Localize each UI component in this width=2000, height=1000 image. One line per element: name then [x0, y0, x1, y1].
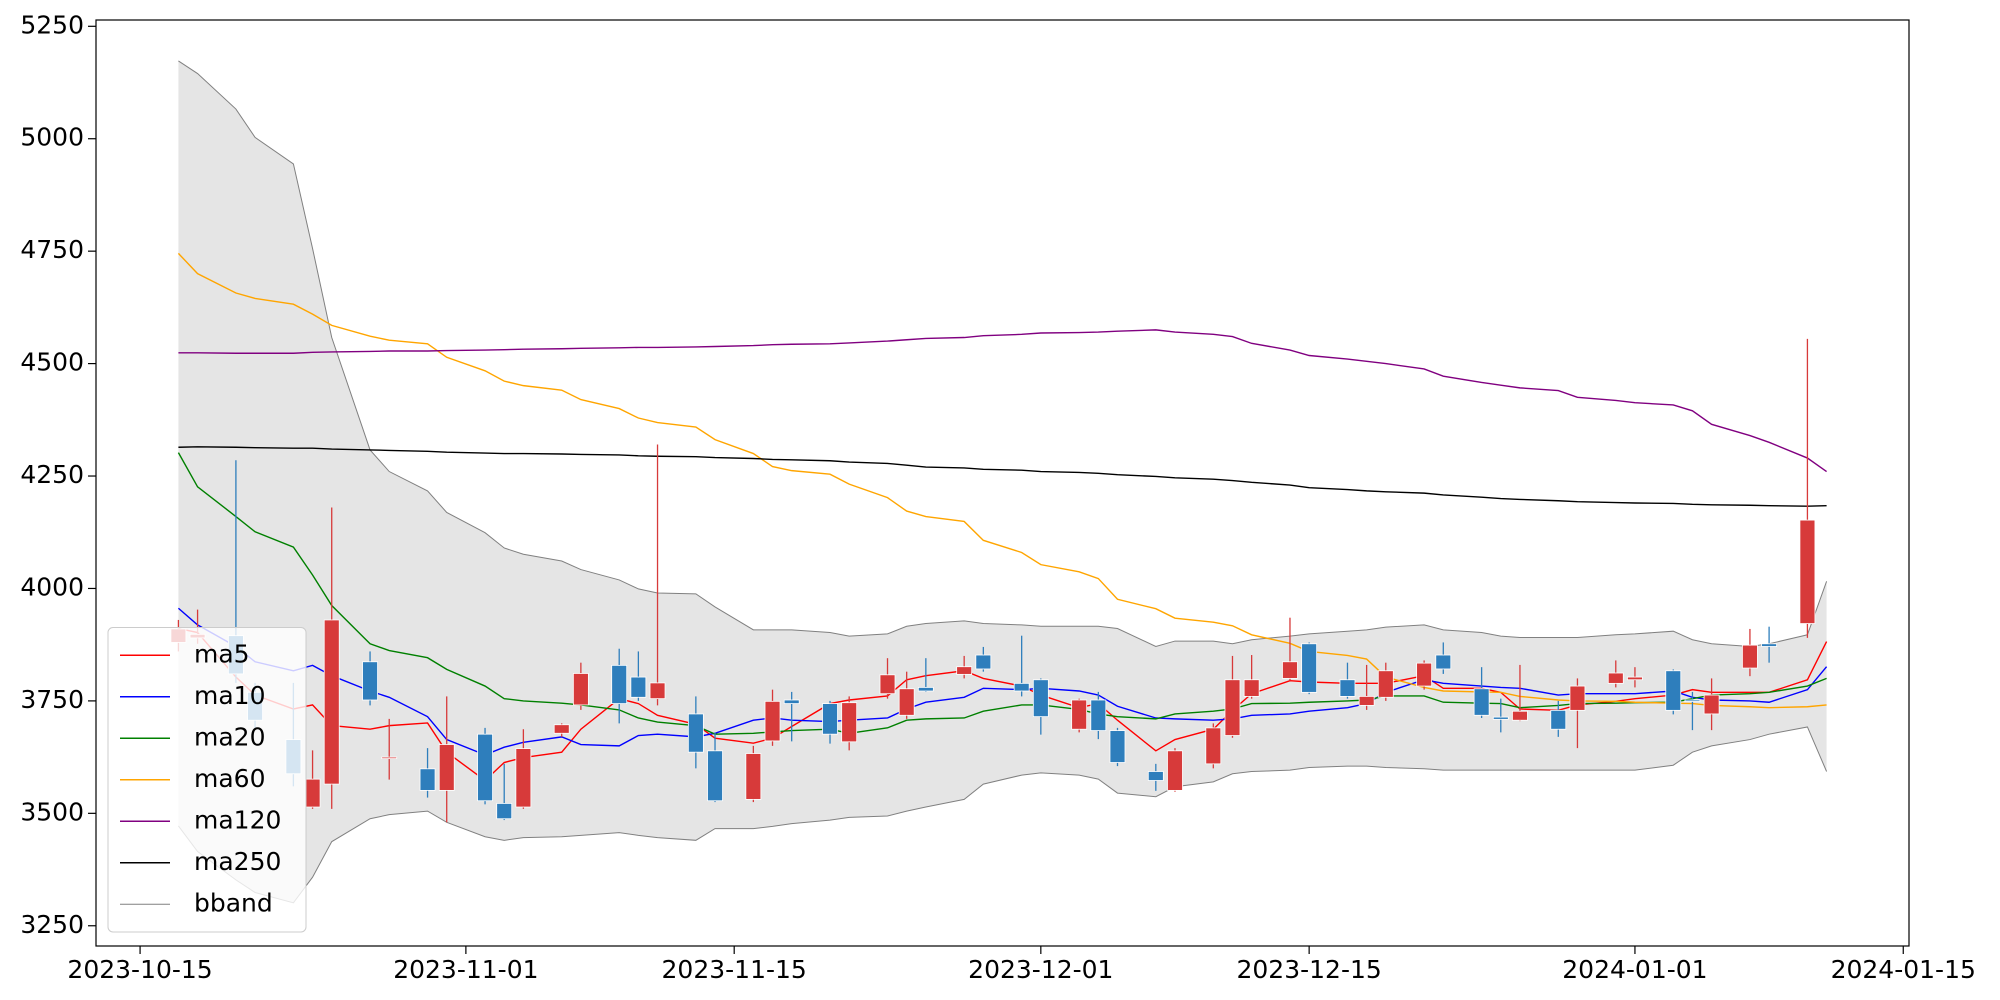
candle-body: [649, 682, 666, 700]
candle-body: [304, 778, 321, 808]
candle-body: [1684, 699, 1701, 702]
candle-body: [1492, 716, 1509, 720]
candle-body: [419, 768, 436, 791]
legend-label: bband: [194, 888, 273, 917]
candle-body: [1473, 688, 1490, 716]
candle-body: [362, 661, 378, 701]
legend-label: ma120: [194, 805, 281, 834]
candle-body: [956, 666, 973, 675]
candle-body: [572, 673, 589, 706]
candle-body: [745, 753, 762, 800]
y-tick-label: 4250: [20, 460, 84, 489]
candle-body: [1090, 699, 1107, 731]
candle-body: [1627, 676, 1643, 681]
candle-body: [1665, 670, 1682, 711]
candle-body: [515, 748, 532, 808]
candle-body: [496, 803, 513, 820]
candle-body: [1550, 709, 1567, 730]
candle-body: [1167, 750, 1183, 791]
legend-frame: [107, 627, 307, 933]
legend: ma5 ma10 ma20 ma60 ma120 ma250 bband: [107, 627, 307, 933]
bollinger-band: [178, 60, 1827, 903]
x-tick-label: 2023-12-15: [1236, 955, 1381, 984]
candle-body: [1416, 662, 1433, 687]
candle-body: [1761, 643, 1777, 647]
ma-line: [178, 329, 1827, 473]
x-tick-label: 2024-01-15: [1831, 955, 1976, 984]
legend-label: ma60: [194, 764, 265, 793]
candle-body: [1109, 730, 1126, 763]
x-tick-label: 2023-10-15: [67, 955, 212, 984]
candle-body: [1377, 670, 1394, 698]
candle-body: [822, 703, 838, 735]
legend-label: ma10: [194, 681, 265, 710]
y-tick-label: 5250: [20, 10, 84, 39]
candle-body: [381, 756, 398, 760]
candle-body: [1799, 519, 1816, 624]
x-tick-label: 2023-11-15: [662, 955, 807, 984]
candle-body: [1071, 699, 1088, 730]
axes-frame: [95, 19, 1910, 947]
candle-body: [323, 619, 340, 785]
candle-body: [1703, 694, 1720, 715]
candle-body: [917, 687, 934, 692]
y-tick-label: 3250: [20, 910, 84, 939]
candle-body: [975, 654, 992, 670]
y-tick-label: 3750: [20, 685, 84, 714]
candle-body: [553, 724, 570, 734]
y-tick-label: 4750: [20, 235, 84, 264]
candle-body: [438, 744, 455, 791]
candle-body: [1358, 695, 1375, 706]
candle-body: [898, 688, 915, 716]
ma-line: [178, 446, 1827, 507]
x-tick-label: 2023-11-01: [393, 955, 538, 984]
candle-body: [1147, 771, 1164, 781]
candle-body: [841, 702, 858, 743]
candle-body: [611, 664, 628, 704]
candle-body: [477, 733, 493, 802]
y-tick-label: 4500: [20, 348, 84, 377]
candle-body: [1282, 661, 1298, 679]
legend-label: ma5: [194, 639, 250, 668]
candle-body: [687, 713, 704, 753]
ma-line: [177, 252, 1827, 709]
candle-body: [630, 676, 647, 698]
candle-body: [1205, 727, 1222, 765]
ma-line: [177, 607, 1828, 756]
y-tick-label: 4000: [20, 572, 84, 601]
candle-body: [1569, 685, 1586, 711]
candle-body: [879, 674, 896, 695]
candle-body: [1435, 654, 1452, 670]
band-upper-edge: [178, 60, 1828, 648]
candle-body: [764, 700, 781, 742]
legend-label: ma250: [194, 847, 281, 876]
candle-body: [1243, 679, 1260, 697]
y-tick-label: 3500: [20, 797, 84, 826]
candle-body: [1607, 672, 1624, 684]
ma-line: [177, 452, 1827, 735]
candle-body: [1742, 644, 1758, 669]
candle-body: [1512, 710, 1528, 721]
candle-body: [1301, 643, 1318, 693]
legend-label: ma20: [194, 722, 265, 751]
plot-area: [170, 60, 1828, 904]
x-tick-label: 2023-12-01: [968, 955, 1113, 984]
candle-body: [1032, 679, 1049, 718]
candle-body: [1339, 679, 1356, 697]
candle-body: [1013, 682, 1030, 692]
candle-body: [783, 699, 800, 704]
candle-body: [1224, 679, 1241, 736]
y-tick-label: 5000: [20, 123, 84, 152]
candle-body: [707, 750, 723, 802]
x-tick-label: 2024-01-01: [1562, 955, 1707, 984]
band-lower-edge: [178, 726, 1828, 904]
